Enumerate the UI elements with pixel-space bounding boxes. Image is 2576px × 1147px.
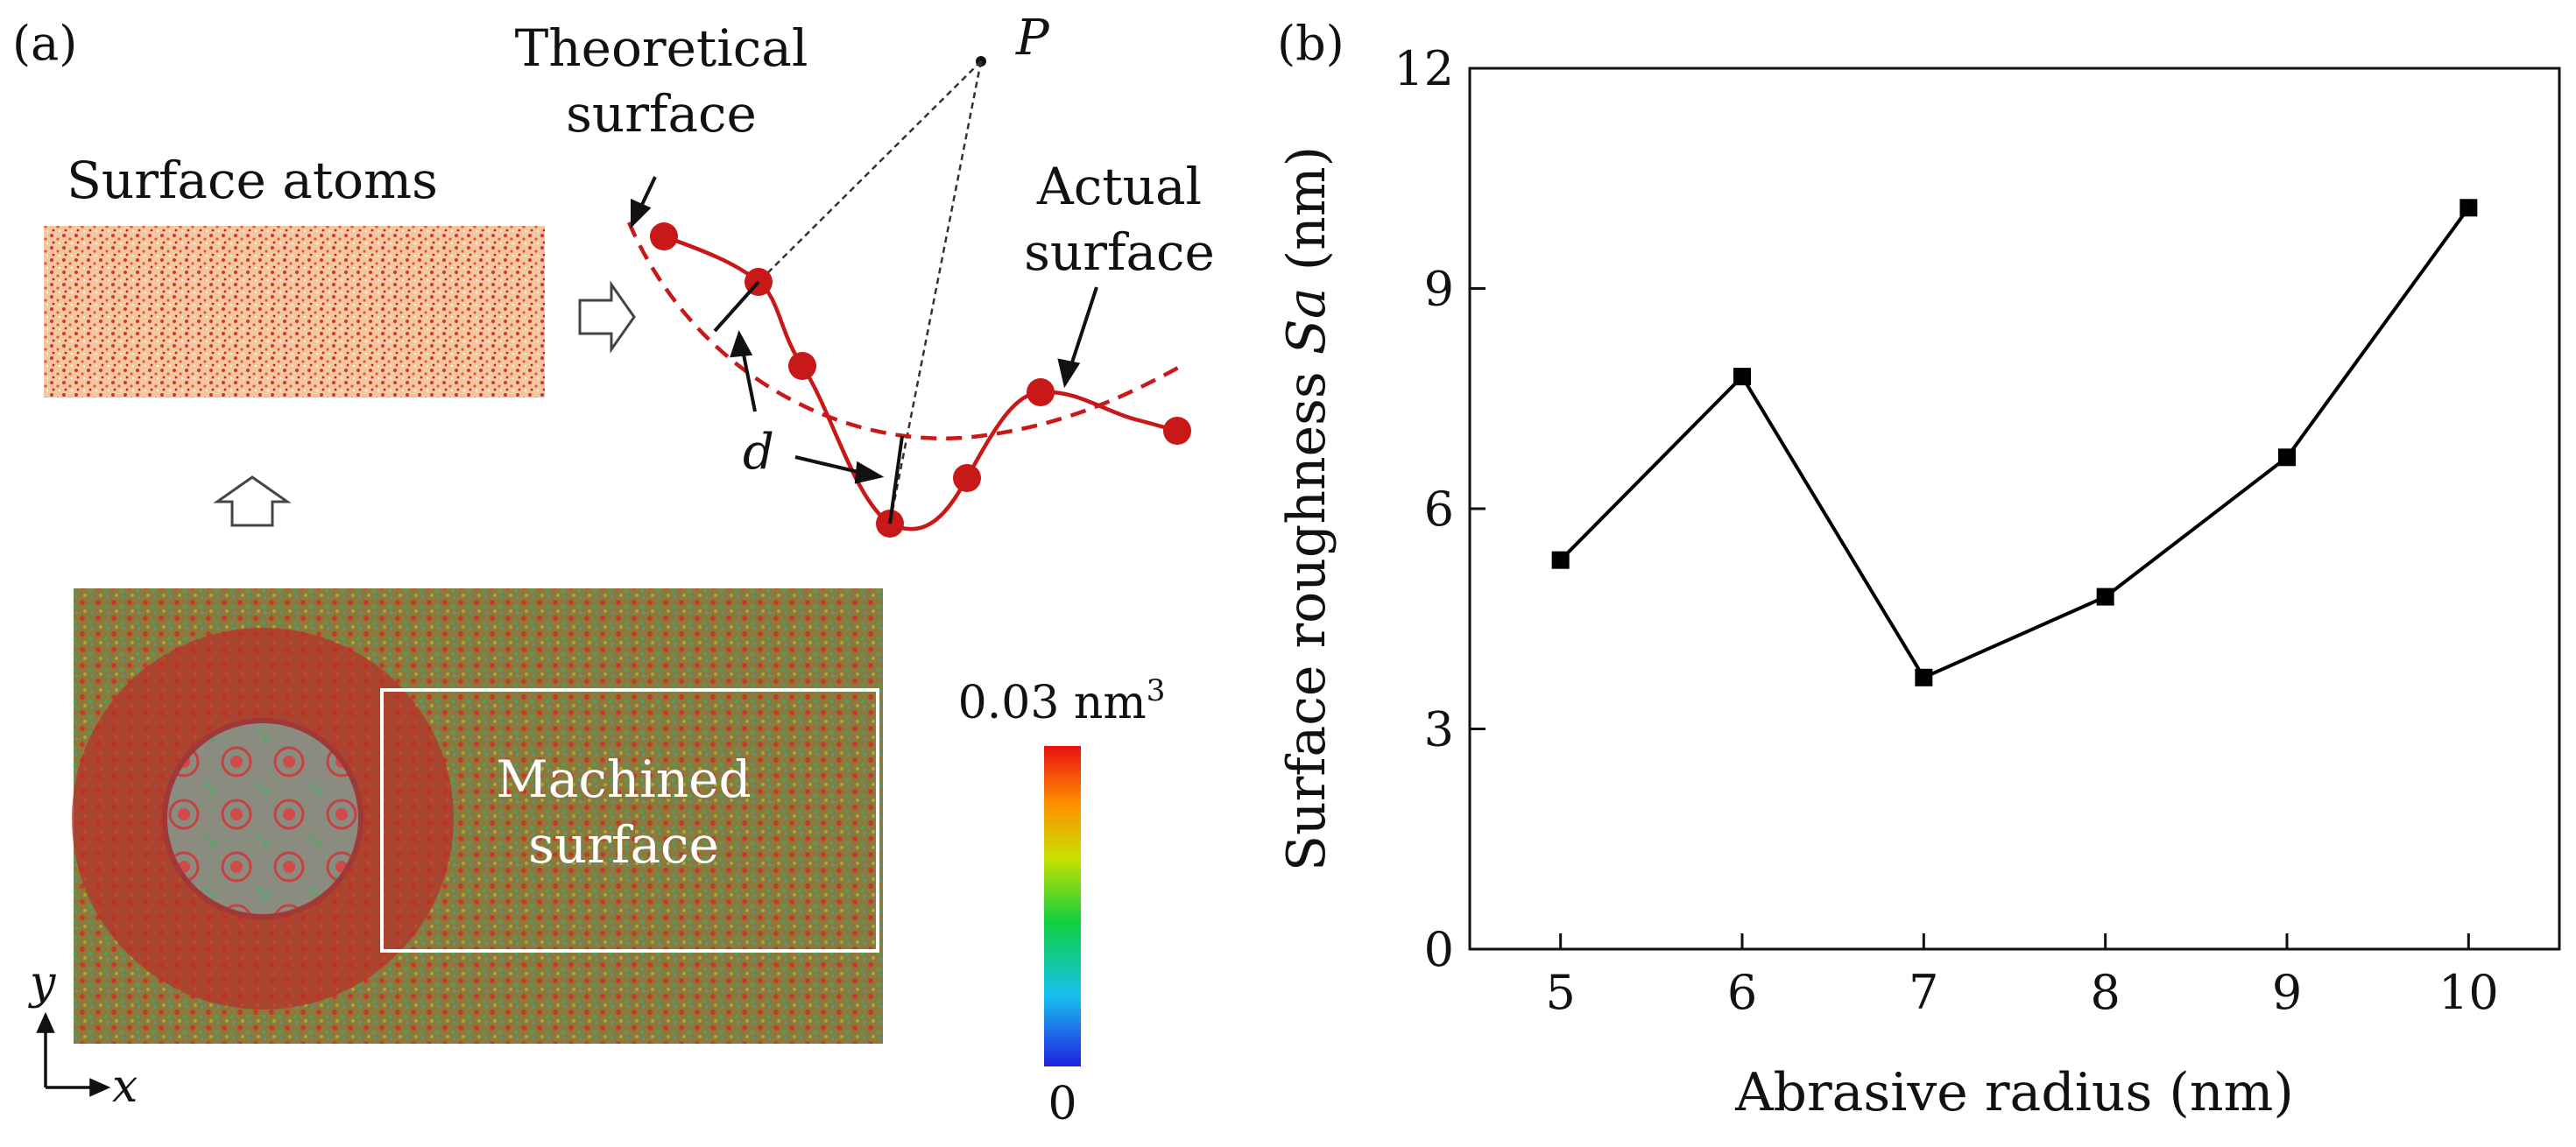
panel-a-label: (a) (12, 16, 77, 71)
colorbar-max-label: 0.03 nm3 (958, 673, 1166, 729)
surface-atoms-image (44, 226, 545, 398)
surface-atom-point (953, 464, 981, 492)
d-pointer-2 (794, 455, 863, 475)
surface-atoms-label: Surface atoms (67, 151, 438, 210)
colorbar-min-label: 0 (1048, 1078, 1076, 1130)
coordinate-y-label: y (28, 957, 56, 1010)
x-ticks: 5 6 7 8 9 10 (1545, 933, 2499, 1020)
machined-surface-label-line2: surface (528, 815, 719, 875)
x-tick-label: 9 (2272, 965, 2302, 1020)
projection-line-1 (758, 60, 982, 283)
data-point (2278, 448, 2296, 467)
up-arrow-icon (213, 475, 292, 527)
point-p-label: P (1015, 10, 1050, 67)
data-point (1551, 551, 1570, 569)
distance-segment-2 (888, 435, 904, 524)
actual-surface-label-line1: Actual (1036, 157, 1202, 216)
right-arrow-icon (578, 280, 636, 354)
actual-pointer (1069, 286, 1098, 369)
surface-atom-points (650, 222, 1191, 538)
projection-line-2 (888, 60, 983, 524)
colorbar (1044, 746, 1081, 1066)
pointer-arrows (631, 176, 1098, 484)
series-layer (1551, 199, 2478, 686)
theoretical-surface-curve (626, 222, 1180, 440)
x-axis-arrow-head (89, 1078, 111, 1097)
x-axis-title: Abrasive radius (nm) (1734, 1062, 2294, 1123)
data-point (2096, 588, 2114, 606)
coordinate-x-label: x (112, 1060, 138, 1113)
machined-surface-label-line1: Machined (496, 749, 751, 809)
roughness-schematic: Theoretical surface Actual surface P d (515, 10, 1215, 538)
y-axis-title-part: Sa (1276, 287, 1337, 355)
y-tick-label: 12 (1394, 41, 1454, 96)
x-tick-label: 6 (1727, 965, 1757, 1020)
distance-segment-1 (713, 280, 760, 333)
y-ticks: 0 3 6 9 12 (1394, 41, 1486, 977)
abrasive-disk (162, 718, 363, 919)
y-axis-title: Surface roughness Sa (nm) (1276, 146, 1337, 871)
y-tick-label: 6 (1424, 482, 1454, 537)
y-tick-label: 3 (1424, 702, 1454, 757)
d-pointer-2-head (854, 461, 885, 484)
data-point (1733, 368, 1751, 386)
actual-pointer-head (1057, 358, 1081, 389)
plot-frame (1468, 67, 2561, 951)
d-pointer-1-head (730, 330, 753, 358)
y-axis-arrow-head (36, 1011, 55, 1033)
x-tick-label: 7 (1909, 965, 1938, 1020)
machined-surface-box (380, 688, 879, 953)
surface-atom-point (788, 352, 816, 380)
panel-a: (a) Surface atoms Theoretical surface Ac… (12, 10, 1215, 1130)
y-tick-label: 9 (1424, 262, 1454, 317)
x-tick-label: 5 (1545, 965, 1575, 1020)
coordinate-axes (36, 1011, 111, 1097)
data-point (2460, 199, 2478, 217)
y-tick-label: 0 (1424, 922, 1454, 977)
y-axis-title-part: Surface roughness (1276, 355, 1337, 871)
theoretical-surface-label-line2: surface (566, 84, 757, 144)
colorbar-max-exponent: 3 (1147, 673, 1166, 708)
series-line (1559, 207, 2470, 680)
surface-atom-point (1027, 378, 1055, 406)
md-snapshot: Machined surface (72, 588, 883, 1044)
colorbar-max-value: 0.03 nm (958, 677, 1147, 729)
y-axis-title-part: (nm) (1276, 146, 1337, 287)
distance-d-label: d (743, 424, 774, 481)
d-pointer-1 (741, 349, 757, 412)
theoretical-pointer-head (631, 198, 652, 229)
surface-atom-point (650, 222, 678, 250)
x-tick-label: 10 (2438, 965, 2499, 1020)
theoretical-surface-label-line1: Theoretical (515, 18, 808, 78)
data-point (1915, 668, 1933, 686)
x-tick-label: 8 (2090, 965, 2120, 1020)
panel-b-label: (b) (1277, 16, 1344, 71)
surface-atom-point (1163, 417, 1191, 445)
actual-surface-label-line2: surface (1024, 222, 1215, 282)
